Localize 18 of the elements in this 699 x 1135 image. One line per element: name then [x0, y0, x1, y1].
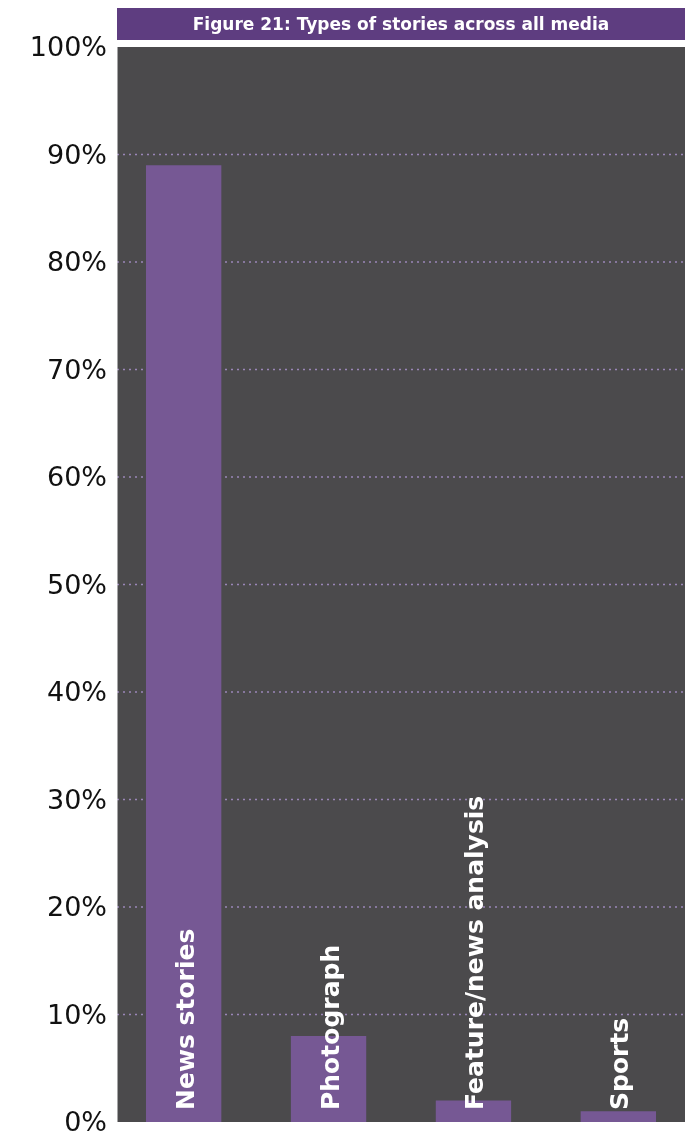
- x-tick-label: Feature/news analysis: [460, 795, 490, 1110]
- y-tick-label: 10%: [46, 998, 107, 1030]
- x-tick-label: Photograph: [315, 944, 345, 1110]
- y-tick-label: 80%: [46, 246, 107, 278]
- x-tick-label: Sports: [605, 1017, 635, 1110]
- y-tick-label: 70%: [46, 353, 107, 385]
- bar: [145, 165, 222, 1122]
- y-tick-label: 60%: [46, 461, 107, 493]
- y-tick-label: 0%: [64, 1106, 107, 1135]
- y-tick-label: 50%: [46, 568, 107, 600]
- y-tick-label: 30%: [46, 783, 107, 815]
- y-tick-label: 90%: [46, 138, 107, 170]
- bar: [580, 1111, 657, 1122]
- y-tick-label: 100%: [29, 31, 107, 63]
- chart-title: Figure 21: Types of stories across all media: [192, 14, 610, 34]
- x-tick-label: News stories: [170, 928, 200, 1110]
- y-tick-label: 40%: [46, 676, 107, 708]
- y-tick-label: 20%: [46, 891, 107, 923]
